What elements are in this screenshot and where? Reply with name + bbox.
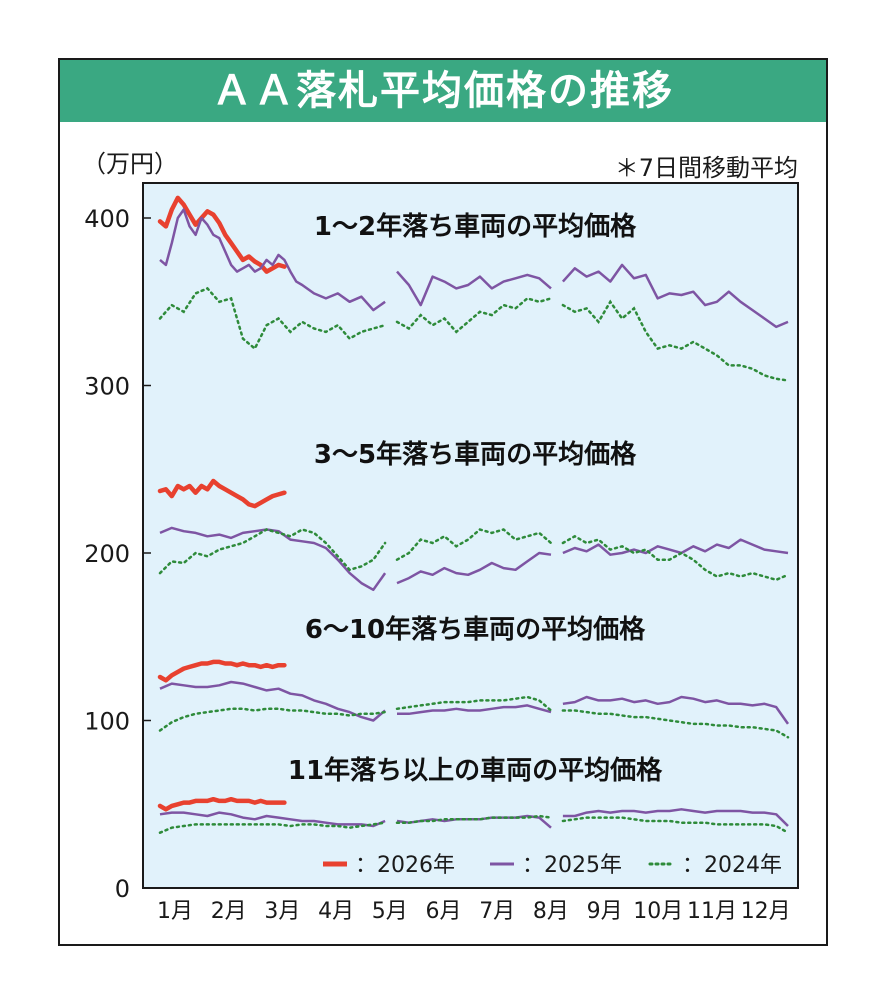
moving-average-note: ＊7日間移動平均 [614,154,798,182]
x-tick-label: 6月 [426,899,462,924]
x-tick-label: 2月 [211,899,247,924]
x-tick-label: 11月 [687,899,737,924]
plot-area [142,182,799,889]
x-tick-label: 8月 [533,899,569,924]
y-tick-label: 300 [84,373,130,401]
x-tick-label: 10月 [633,899,683,924]
panel-label: 3～5年落ち車両の平均価格 [314,439,637,470]
y-tick-label: 100 [84,708,130,736]
x-tick-label: 4月 [318,899,354,924]
series-line-2026 [157,478,287,509]
x-tick-label: 3月 [264,899,300,924]
panel-label: 1～2年落ち車両の平均価格 [314,211,637,242]
legend-label: ：2025年 [522,853,622,878]
series-line-2024 [158,528,790,582]
chart-title: ＡＡ落札平均価格の推移 [60,60,826,122]
legend-label: ：2024年 [682,853,782,878]
x-tick-label: 5月 [372,899,408,924]
y-axis-unit: （万円） [82,150,178,178]
legend-label: ：2026年 [355,853,455,878]
series-line-2026 [157,659,287,683]
panel-label: 6～10年落ち車両の平均価格 [305,614,646,645]
y-tick-label: 200 [84,540,130,568]
x-tick-label: 1月 [157,899,193,924]
x-tick-label: 12月 [741,899,791,924]
series-line-2024 [158,814,790,834]
x-tick-label: 9月 [587,899,623,924]
series-line-2026 [157,195,287,274]
panel-label: 11年落ち以上の車両の平均価格 [288,755,663,786]
series-line-2026 [157,796,287,812]
y-tick-label: 0 [115,875,130,903]
series-line-2024 [158,286,790,382]
series-line-2024 [158,695,790,739]
series-line-2025 [159,680,790,725]
x-tick-label: 7月 [479,899,515,924]
y-tick-label: 400 [84,205,130,233]
series-line-2025 [159,208,789,329]
